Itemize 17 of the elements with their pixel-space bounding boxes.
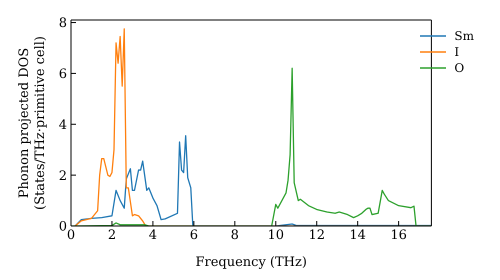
- x-tick-label: 10: [267, 228, 284, 244]
- x-tick-label: 12: [308, 228, 325, 244]
- legend-label: I: [454, 45, 460, 59]
- y-tick-label: 6: [58, 67, 67, 82]
- x-tick-label: 8: [230, 228, 239, 244]
- x-tick-label: 16: [390, 228, 407, 244]
- legend-label: O: [454, 61, 464, 75]
- y-tick-label: 2: [58, 168, 67, 184]
- legend-label: Sm: [454, 29, 474, 43]
- x-tick-label: 14: [349, 228, 366, 244]
- x-tick-label: 4: [148, 228, 158, 244]
- x-tick-label: 2: [108, 228, 116, 244]
- x-tick-label: 6: [190, 228, 198, 244]
- x-axis-title: Frequency (THz): [195, 255, 307, 270]
- y-axis-title: Phonon projected DOS (States/THz·primitive cell): [17, 36, 48, 210]
- y-tick-label: 8: [58, 16, 67, 32]
- y-tick-label: 4: [58, 118, 67, 133]
